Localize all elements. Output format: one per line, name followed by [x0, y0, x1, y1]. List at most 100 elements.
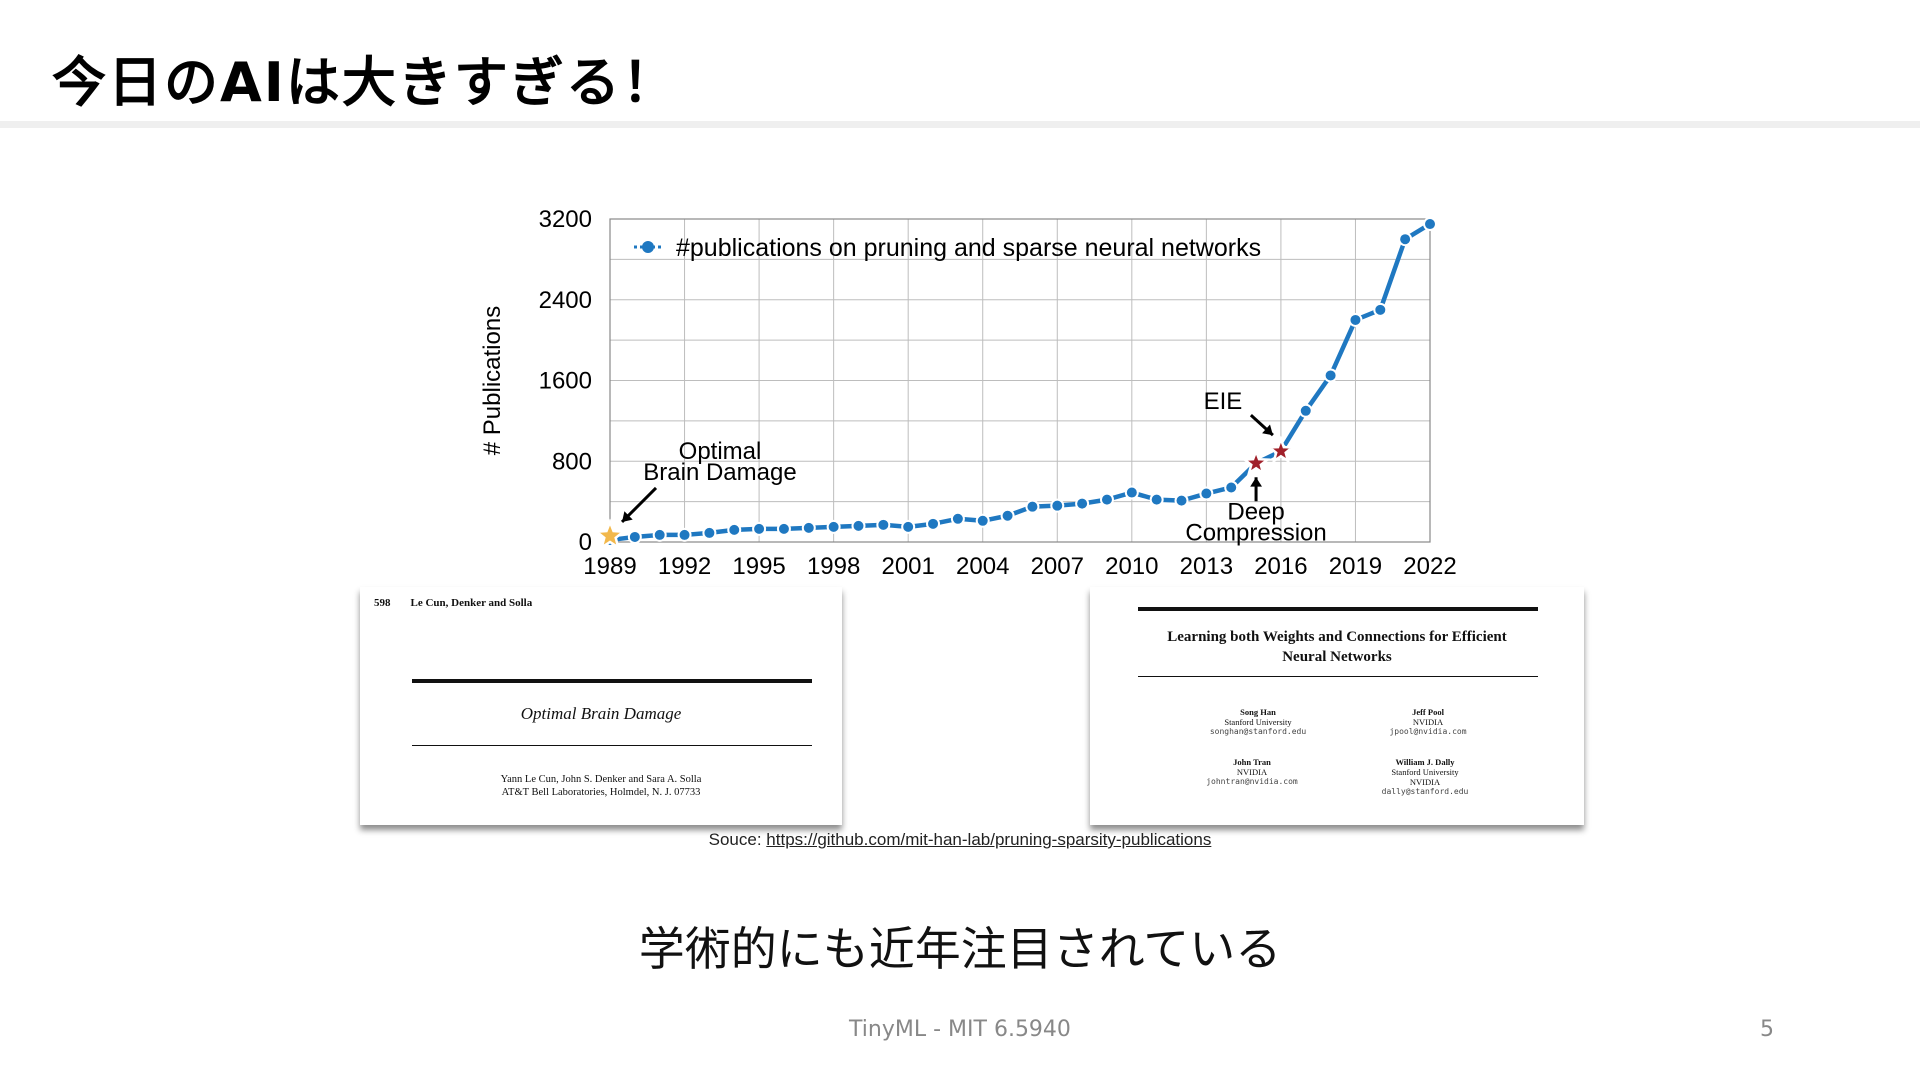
data-point: [901, 519, 916, 534]
x-tick-label: 1989: [583, 553, 636, 580]
data-point: [1298, 403, 1313, 418]
annotation-line: Deep: [1227, 498, 1284, 525]
data-point: [1124, 485, 1139, 500]
data-point: [801, 520, 816, 535]
y-axis-label: # Publications: [479, 306, 506, 455]
data-point: [1025, 499, 1040, 514]
data-point: [1149, 492, 1164, 507]
data-point: [926, 516, 941, 531]
data-point: [677, 527, 692, 542]
data-point: [1075, 496, 1090, 511]
author-name: Song Han: [1240, 707, 1276, 717]
paper-authors: Yann Le Cun, John S. Denker and Sara A. …: [500, 774, 702, 785]
data-point: [1174, 493, 1189, 508]
author-affiliation-2: NVIDIA: [1409, 777, 1441, 787]
paper-rule: [1138, 607, 1538, 611]
y-tick-label: 800: [552, 448, 592, 475]
data-point: [826, 519, 841, 534]
author-email: jpool@nvidia.com: [1389, 727, 1467, 736]
paper-header: 598 Le Cun, Denker and Solla: [374, 597, 532, 609]
annotation-arrow-head: [622, 511, 633, 522]
paper-optimal-brain-damage: 598 Le Cun, Denker and Solla Optimal Brai…: [360, 587, 842, 825]
data-point: [1373, 302, 1388, 317]
annotation-line: EIE: [1204, 388, 1243, 415]
source-prefix: Souce:: [708, 830, 767, 849]
source-citation: Souce: https://github.com/mit-han-lab/pr…: [0, 830, 1920, 850]
paper-author: Song Han Stanford University songhan@sta…: [1168, 707, 1348, 737]
paper-page-number: 598: [374, 597, 391, 609]
data-point: [1323, 368, 1338, 383]
page-number: 5: [1760, 1017, 1774, 1042]
data-point: [752, 521, 767, 536]
y-tick-label: 2400: [539, 287, 592, 314]
data-point: [727, 522, 742, 537]
paper-rule: [412, 745, 812, 746]
paper-title-line: Learning both Weights and Connections fo…: [1167, 629, 1507, 645]
data-point: [627, 529, 642, 544]
author-name: William J. Dally: [1395, 757, 1455, 767]
x-tick-label: 2013: [1180, 553, 1233, 580]
data-point: [1050, 498, 1065, 513]
x-tick-label: 2019: [1329, 553, 1382, 580]
paper-author: John Tran NVIDIA johntran@nvidia.com: [1162, 757, 1342, 787]
data-point: [1000, 508, 1015, 523]
x-tick-label: 1992: [658, 553, 711, 580]
legend-swatch-marker: [642, 241, 654, 253]
optimal-brain-damage-star: [593, 518, 627, 551]
author-affiliation: NVIDIA: [1236, 767, 1268, 777]
slide-title: 今日のAIは大きすぎる！: [52, 51, 678, 114]
paper-author: William J. Dally Stanford University NVI…: [1335, 757, 1515, 797]
data-point: [1199, 486, 1214, 501]
data-point: [1398, 232, 1413, 247]
y-tick-label: 3200: [539, 206, 592, 233]
data-point: [1224, 480, 1239, 495]
annotation-line: Brain Damage: [643, 459, 796, 486]
y-tick-label: 0: [579, 529, 592, 556]
data-point: [975, 513, 990, 528]
paper-running-head: Le Cun, Denker and Solla: [410, 597, 533, 609]
y-tick-label: 1600: [539, 368, 592, 395]
data-point: [851, 518, 866, 533]
paper-title-line: Neural Networks: [1282, 649, 1392, 665]
x-tick-label: 1998: [807, 553, 860, 580]
eie-star: [1266, 435, 1296, 464]
legend-label: #publications on pruning and sparse neur…: [676, 234, 1261, 262]
publications-line-chart: 1989 1992 1995 1998 2001 2004 2007 2010 2013 2016…: [479, 206, 1457, 580]
deep-compression-label: Deep Compression: [1185, 498, 1326, 546]
data-point: [876, 517, 891, 532]
author-affiliation: NVIDIA: [1412, 717, 1444, 727]
x-tick-label: 2016: [1254, 553, 1307, 580]
author-email: songhan@stanford.edu: [1209, 727, 1307, 736]
chart-series-layer: [603, 217, 1437, 547]
paper-title: Learning both Weights and Connections fo…: [1090, 627, 1584, 667]
x-tick-label: 2004: [956, 553, 1009, 580]
chart-legend: #publications on pruning and sparse neur…: [634, 234, 1261, 262]
x-tick-label: 2007: [1031, 553, 1084, 580]
paper-rule: [1138, 676, 1538, 677]
paper-learning-weights-connections: Learning both Weights and Connections fo…: [1090, 587, 1584, 825]
author-affiliation: Stanford University: [1391, 767, 1459, 777]
annotation-arrow-head: [1250, 477, 1262, 487]
slide-subtitle: 学術的にも近年注目されている: [638, 922, 1282, 976]
x-tick-label: 1995: [732, 553, 785, 580]
x-tick-label: 2001: [881, 553, 934, 580]
x-tick-label: 2010: [1105, 553, 1158, 580]
data-point: [776, 521, 791, 536]
author-affiliation: Stanford University: [1224, 717, 1292, 727]
eie-label: EIE: [1204, 388, 1243, 415]
author-email: dally@stanford.edu: [1381, 787, 1469, 796]
paper-author: Jeff Pool NVIDIA jpool@nvidia.com: [1338, 707, 1518, 737]
data-point: [950, 511, 965, 526]
paper-authors-block: Yann Le Cun, John S. Denker and Sara A. …: [360, 773, 842, 799]
deep-compression-star: [1241, 447, 1271, 476]
data-point: [1099, 492, 1114, 507]
chart-annotations: Optimal Brain Damage EIE Deep Compression: [593, 388, 1327, 551]
plot-frame: [609, 218, 1431, 543]
annotation-arrow-head: [1262, 424, 1273, 436]
chart-grid: [609, 218, 1431, 543]
author-email: johntran@nvidia.com: [1206, 777, 1298, 786]
paper-affiliation: AT&T Bell Laboratories, Holmdel, N. J. 0…: [501, 787, 701, 798]
data-point: [1423, 217, 1437, 232]
annotation-line: Optimal: [679, 438, 762, 465]
source-link[interactable]: https://github.com/mit-han-lab/pruning-s…: [766, 830, 1212, 849]
